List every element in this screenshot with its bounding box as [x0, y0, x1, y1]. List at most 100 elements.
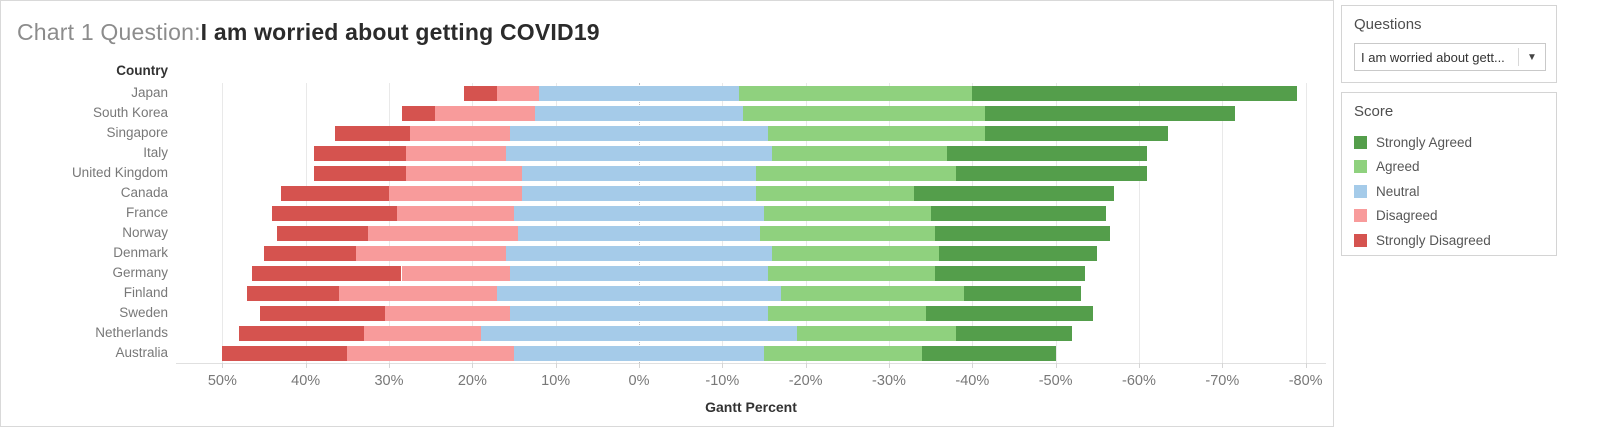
bar-segment-strongly-agreed[interactable] [955, 325, 1073, 341]
bar-segment-agreed[interactable] [755, 185, 914, 201]
country-label[interactable]: Finland [123, 285, 168, 300]
bar-segment-agreed[interactable] [772, 145, 948, 161]
bar-segment-agreed[interactable] [768, 265, 935, 281]
bar-segment-strongly-disagreed[interactable] [259, 305, 385, 321]
bar-segment-agreed[interactable] [755, 165, 956, 181]
bar-segment-disagreed[interactable] [434, 105, 535, 121]
bar-segment-strongly-disagreed[interactable] [272, 205, 398, 221]
country-label[interactable]: South Korea [92, 105, 168, 120]
bar-segment-neutral[interactable] [509, 265, 769, 281]
bar-segment-neutral[interactable] [522, 185, 756, 201]
country-label[interactable]: France [125, 205, 168, 220]
bar-segment-disagreed[interactable] [339, 285, 498, 301]
bar-segment-disagreed[interactable] [409, 125, 510, 141]
country-label[interactable]: Norway [122, 225, 168, 240]
country-label[interactable]: Sweden [119, 305, 168, 320]
bar-segment-neutral[interactable] [480, 325, 798, 341]
country-label[interactable]: Germany [112, 265, 168, 280]
legend-item[interactable]: Strongly Disagreed [1354, 228, 1544, 253]
country-label[interactable]: Italy [143, 145, 168, 160]
x-tick-label: 10% [541, 373, 571, 389]
legend-item[interactable]: Neutral [1354, 179, 1544, 204]
question-select[interactable]: I am worried about gett... ▼ [1354, 43, 1546, 71]
bar-segment-neutral[interactable] [534, 105, 744, 121]
bar-segment-strongly-agreed[interactable] [913, 185, 1114, 201]
bar-segment-strongly-disagreed[interactable] [280, 185, 389, 201]
bar-segment-disagreed[interactable] [355, 245, 506, 261]
bar-segment-neutral[interactable] [539, 85, 739, 101]
country-label[interactable]: United Kingdom [71, 165, 168, 180]
bar-segment-disagreed[interactable] [497, 85, 539, 101]
bar-segment-strongly-agreed[interactable] [922, 345, 1056, 361]
bar-segment-strongly-disagreed[interactable] [334, 125, 410, 141]
bar-segment-neutral[interactable] [522, 165, 756, 181]
bar-segment-strongly-disagreed[interactable] [314, 165, 406, 181]
legend-item[interactable]: Agreed [1354, 155, 1544, 180]
gridline [639, 83, 640, 363]
bar-segment-neutral[interactable] [497, 285, 781, 301]
bar-segment-neutral[interactable] [514, 205, 764, 221]
bar-segment-disagreed[interactable] [401, 265, 510, 281]
plot-area [176, 83, 1326, 363]
bar-segment-strongly-disagreed[interactable] [251, 265, 402, 281]
bar-segment-disagreed[interactable] [347, 345, 514, 361]
bar-segment-agreed[interactable] [768, 125, 985, 141]
bar-segment-agreed[interactable] [768, 305, 927, 321]
legend-swatch-icon [1354, 209, 1367, 223]
country-label[interactable]: Denmark [113, 245, 168, 260]
bar-segment-strongly-disagreed[interactable] [247, 285, 339, 301]
bar-segment-strongly-agreed[interactable] [938, 245, 1098, 261]
bar-segment-agreed[interactable] [780, 285, 964, 301]
bar-segment-disagreed[interactable] [364, 325, 481, 341]
bar-segment-strongly-disagreed[interactable] [401, 105, 435, 121]
chevron-down-icon[interactable]: ▼ [1527, 51, 1537, 63]
bar-segment-strongly-disagreed[interactable] [314, 145, 406, 161]
bar-segment-strongly-agreed[interactable] [934, 225, 1110, 241]
bar-segment-strongly-disagreed[interactable] [222, 345, 348, 361]
bar-segment-strongly-disagreed[interactable] [464, 85, 498, 101]
chart-panel: Chart 1 Question:I am worried about gett… [0, 0, 1334, 427]
bar-segment-strongly-disagreed[interactable] [276, 225, 369, 241]
gridline [222, 83, 224, 363]
bar-segment-neutral[interactable] [509, 305, 769, 321]
bar-segment-strongly-agreed[interactable] [984, 105, 1235, 121]
bar-segment-disagreed[interactable] [405, 165, 523, 181]
country-label[interactable]: Canada [120, 185, 168, 200]
bar-segment-disagreed[interactable] [405, 145, 506, 161]
bar-segment-agreed[interactable] [772, 245, 939, 261]
bar-segment-strongly-agreed[interactable] [955, 165, 1148, 181]
bar-segment-neutral[interactable] [505, 145, 773, 161]
country-label[interactable]: Australia [115, 345, 168, 360]
bar-segment-agreed[interactable] [743, 105, 985, 121]
bar-segment-neutral[interactable] [505, 245, 773, 261]
legend-item[interactable]: Disagreed [1354, 204, 1544, 229]
bar-segment-strongly-agreed[interactable] [947, 145, 1148, 161]
bar-segment-disagreed[interactable] [389, 185, 523, 201]
bar-segment-disagreed[interactable] [397, 205, 514, 221]
bar-segment-strongly-disagreed[interactable] [264, 245, 356, 261]
bar-segment-agreed[interactable] [738, 85, 973, 101]
bar-segment-strongly-agreed[interactable] [963, 285, 1081, 301]
bar-segment-strongly-agreed[interactable] [972, 85, 1298, 101]
gridline [722, 83, 724, 363]
bar-segment-neutral[interactable] [514, 345, 764, 361]
bar-segment-strongly-agreed[interactable] [934, 265, 1085, 281]
bar-segment-neutral[interactable] [518, 225, 760, 241]
legend-item[interactable]: Strongly Agreed [1354, 130, 1544, 155]
x-tick-label: 0% [628, 373, 650, 389]
country-label[interactable]: Singapore [106, 125, 168, 140]
bar-segment-agreed[interactable] [759, 225, 935, 241]
bar-segment-strongly-agreed[interactable] [930, 205, 1106, 221]
bar-segment-agreed[interactable] [763, 345, 923, 361]
bar-segment-agreed[interactable] [797, 325, 956, 341]
gridline [1305, 83, 1307, 363]
bar-segment-disagreed[interactable] [384, 305, 510, 321]
country-label[interactable]: Netherlands [95, 325, 168, 340]
bar-segment-neutral[interactable] [509, 125, 769, 141]
bar-segment-disagreed[interactable] [368, 225, 519, 241]
country-label[interactable]: Japan [131, 85, 168, 100]
bar-segment-strongly-agreed[interactable] [984, 125, 1169, 141]
bar-segment-strongly-agreed[interactable] [926, 305, 1094, 321]
bar-segment-agreed[interactable] [763, 205, 931, 221]
bar-segment-strongly-disagreed[interactable] [239, 325, 364, 341]
